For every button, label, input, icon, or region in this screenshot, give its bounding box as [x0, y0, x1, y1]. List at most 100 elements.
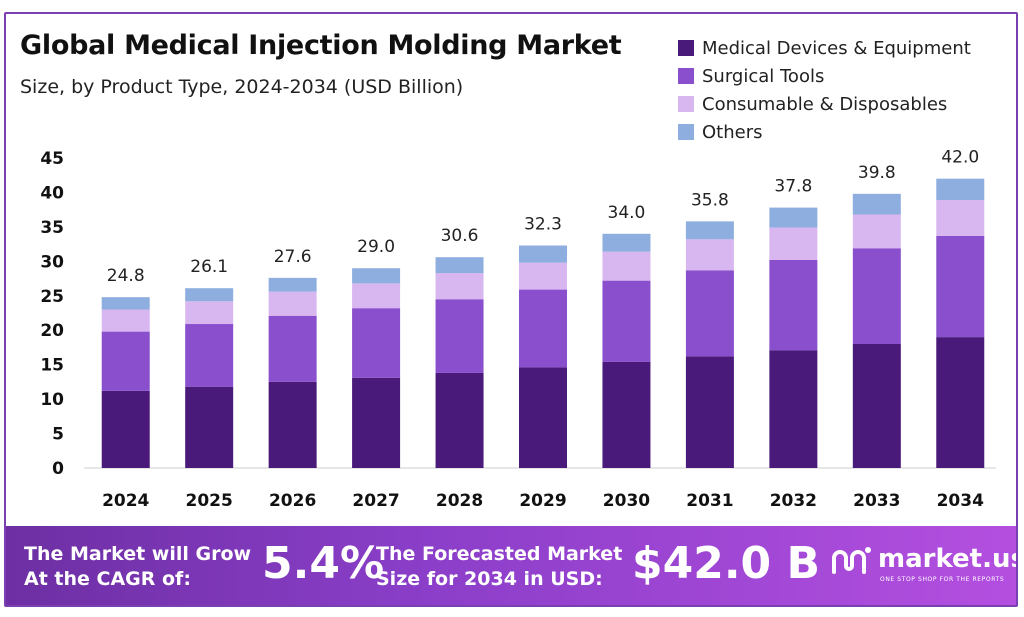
x-tick-label: 2033: [853, 491, 900, 511]
legend-label: Medical Devices & Equipment: [702, 37, 971, 59]
bar-total-label: 26.1: [190, 257, 228, 277]
bar-total-label: 42.0: [941, 148, 979, 168]
bar-segment: [185, 324, 234, 387]
y-tick-label: 20: [40, 321, 64, 341]
bar-total-label: 32.3: [524, 214, 562, 234]
bar-segment: [268, 277, 317, 292]
brand-tagline: ONE STOP SHOP FOR THE REPORTS: [880, 576, 1005, 583]
x-tick-label: 2026: [269, 491, 316, 511]
bar-total-label: 37.8: [774, 177, 812, 197]
bar-segment: [769, 350, 818, 468]
bar-segment: [268, 315, 317, 382]
y-tick-label: 30: [40, 252, 64, 272]
bar-segment: [519, 262, 567, 290]
forecast-label-line1: The Forecasted Market: [376, 543, 623, 565]
bar-segment: [602, 361, 651, 468]
market-us-logo-icon: [832, 547, 871, 574]
forecast-value: $42.0 B: [632, 538, 821, 589]
bar-segment: [435, 273, 484, 300]
legend-item-medical-devices: Medical Devices & Equipment: [678, 34, 971, 62]
bar-segment: [352, 268, 401, 284]
y-tick-label: 5: [52, 425, 64, 445]
legend-swatch: [678, 124, 694, 140]
legend-label: Others: [702, 121, 763, 143]
bar-segment: [852, 214, 901, 249]
bar-segment: [685, 270, 734, 357]
y-tick-label: 25: [40, 287, 64, 307]
y-tick-label: 0: [52, 459, 64, 479]
cagr-label-line2: At the CAGR of:: [24, 568, 191, 590]
legend-item-surgical-tools: Surgical Tools: [678, 62, 971, 90]
bar-total-label: 34.0: [608, 203, 646, 223]
bar-segment: [936, 178, 985, 201]
bar-segment: [185, 288, 234, 302]
forecast-label: The Forecasted Market Size for 2034 in U…: [376, 542, 622, 592]
x-tick-label: 2030: [603, 491, 650, 511]
x-tick-label: 2027: [352, 491, 399, 511]
bar-segment: [435, 257, 484, 274]
y-tick-label: 35: [40, 218, 64, 238]
bar-total-label: 39.8: [858, 163, 896, 183]
bar-segment: [602, 251, 651, 281]
y-tick-label: 10: [40, 390, 64, 410]
bar-segment: [268, 291, 317, 316]
bar-segment: [101, 331, 150, 391]
x-tick-label: 2031: [686, 491, 733, 511]
bar-segment: [519, 367, 567, 468]
bar-segment: [769, 207, 818, 228]
x-tick-label: 2028: [436, 491, 483, 511]
bar-segment: [852, 193, 901, 215]
bar-segment: [352, 283, 401, 309]
summary-banner: The Market will Grow At the CAGR of: 5.4…: [6, 526, 1018, 605]
bar-segment: [519, 245, 567, 263]
cagr-label-line1: The Market will Grow: [24, 543, 252, 565]
bar-segment: [769, 227, 818, 260]
x-tick-label: 2034: [937, 491, 984, 511]
bar-segment: [101, 390, 150, 468]
y-tick-label: 45: [40, 149, 64, 169]
bar-total-label: 24.8: [107, 266, 145, 286]
bar-segment: [101, 297, 150, 310]
bar-segment: [602, 233, 651, 252]
cagr-label: The Market will Grow At the CAGR of:: [24, 542, 251, 592]
bar-segment: [936, 235, 985, 338]
legend: Medical Devices & Equipment Surgical Too…: [678, 34, 971, 146]
legend-label: Consumable & Disposables: [702, 93, 948, 115]
bar-segment: [268, 381, 317, 468]
x-tick-label: 2032: [770, 491, 817, 511]
chart-subtitle: Size, by Product Type, 2024-2034 (USD Bi…: [20, 76, 464, 98]
brand-logo: market.us ONE STOP SHOP FOR THE REPORTS: [830, 542, 1018, 592]
bar-segment: [852, 344, 901, 468]
bar-segment: [519, 289, 567, 368]
x-tick-label: 2025: [186, 491, 233, 511]
bar-segment: [101, 309, 150, 332]
bar-total-label: 27.6: [274, 247, 312, 267]
legend-swatch: [678, 40, 694, 56]
forecast-label-line2: Size for 2034 in USD:: [376, 568, 603, 590]
bar-segment: [769, 259, 818, 351]
bar-segment: [936, 337, 985, 468]
bar-segment: [685, 239, 734, 271]
bar-segment: [602, 280, 651, 362]
chart-frame: Global Medical Injection Molding Market …: [4, 12, 1018, 607]
bar-total-label: 29.0: [357, 237, 395, 257]
y-tick-label: 40: [40, 183, 64, 203]
bar-segment: [435, 372, 484, 468]
x-tick-label: 2029: [519, 491, 566, 511]
bar-segment: [936, 200, 985, 236]
bar-total-label: 30.6: [441, 226, 479, 246]
bar-chart: 05101520253035404524.8202426.1202527.620…: [40, 148, 996, 511]
bar-segment: [685, 221, 734, 240]
bar-segment: [185, 386, 234, 468]
bar-segment: [852, 248, 901, 344]
y-tick-label: 15: [40, 356, 64, 376]
legend-label: Surgical Tools: [702, 65, 825, 87]
x-tick-label: 2024: [102, 491, 149, 511]
bar-segment: [185, 301, 234, 325]
legend-swatch: [678, 96, 694, 112]
brand-name: market.us: [878, 544, 1018, 574]
bar-total-label: 35.8: [691, 190, 729, 210]
chart-title: Global Medical Injection Molding Market: [20, 30, 622, 61]
bar-segment: [435, 299, 484, 373]
legend-swatch: [678, 68, 694, 84]
